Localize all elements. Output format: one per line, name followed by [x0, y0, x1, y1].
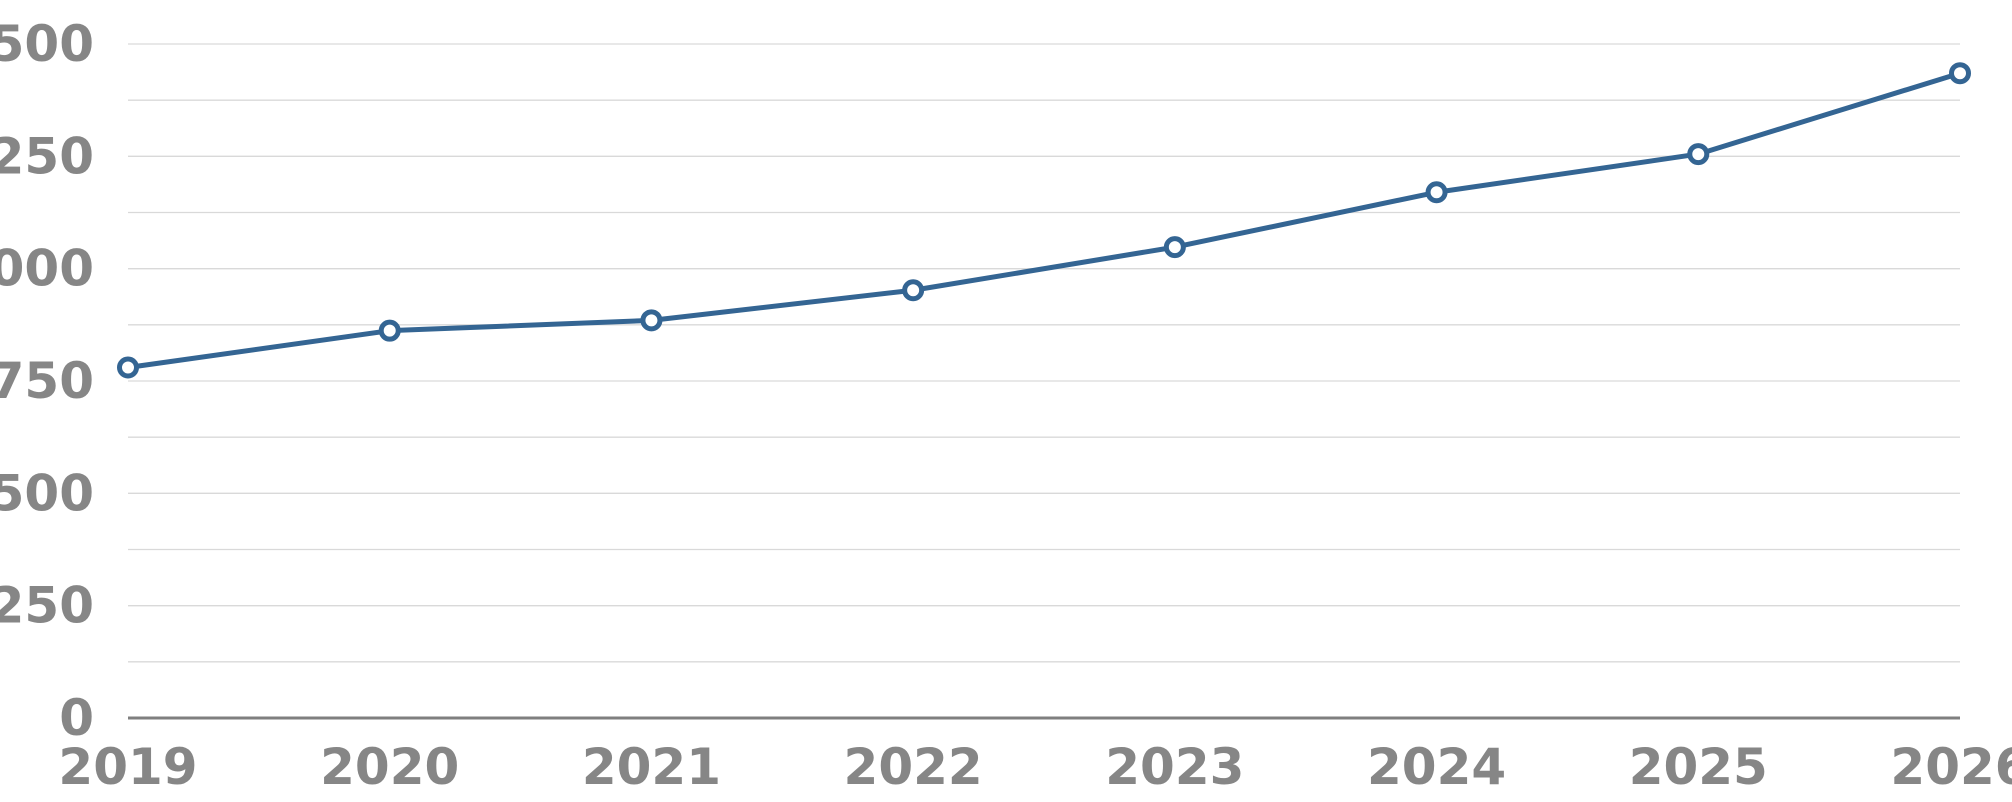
x-tick-label: 2022: [844, 738, 983, 796]
x-tick-label: 2023: [1105, 738, 1244, 796]
series: [117, 62, 1971, 379]
y-tick-label: 1250: [0, 127, 94, 185]
x-tick-label: 2021: [582, 738, 721, 796]
y-tick-label: 250: [0, 577, 94, 635]
data-point: [902, 279, 925, 302]
x-tick-label: 2020: [320, 738, 459, 796]
data-point: [117, 356, 139, 379]
gridlines: [128, 43, 1960, 663]
data-point: [640, 309, 663, 332]
x-tick-label: 2024: [1367, 738, 1506, 796]
data-point: [1949, 62, 1971, 85]
x-tick-label: 2026: [1890, 738, 2012, 796]
y-tick-label: 0: [59, 689, 94, 747]
x-tick-label: 2025: [1629, 738, 1768, 796]
data-point: [1163, 236, 1186, 259]
x-tick-label: 2019: [58, 738, 197, 796]
y-tick-label: 500: [0, 464, 94, 522]
data-point: [1687, 143, 1710, 166]
y-axis-tick-labels: 0 250 500 750 1000 1250 1500: [0, 15, 94, 747]
y-tick-label: 750: [0, 352, 94, 410]
y-tick-label: 1000: [0, 240, 94, 298]
y-tick-label: 1500: [0, 15, 94, 73]
x-axis-tick-labels: 2019 2020 2021 2022 2023 2024 2025 2026: [58, 738, 2012, 796]
series-line: [125, 70, 1963, 371]
data-point: [1425, 181, 1448, 204]
data-point: [378, 319, 401, 342]
